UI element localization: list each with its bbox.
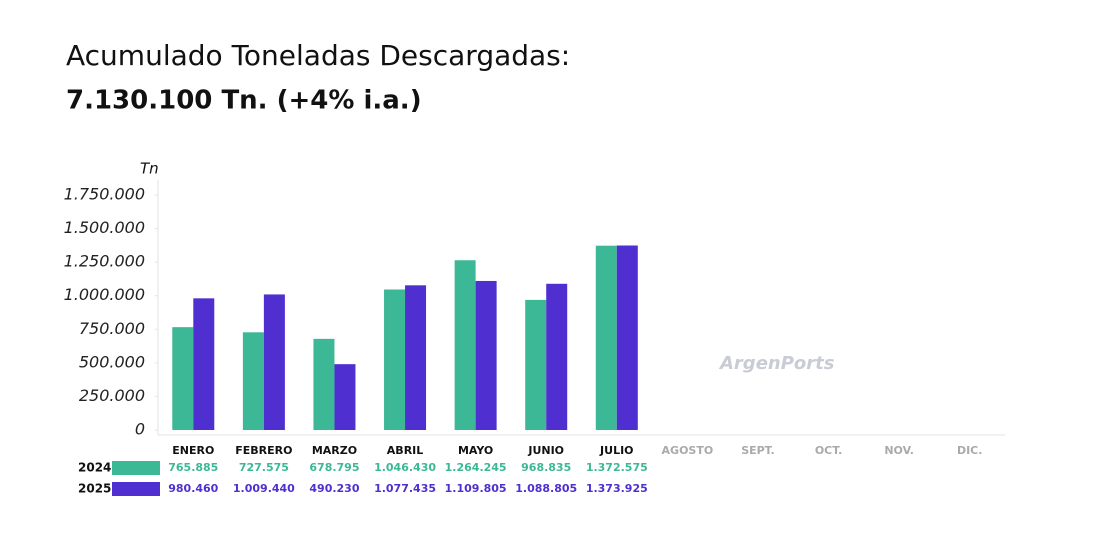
legend-label: 2025 [78,482,111,496]
y-tick-label: 1.500.000 [64,218,145,237]
value-label: 980.460 [168,482,218,495]
value-label: 765.885 [168,461,218,474]
x-tick-label: NOV. [884,444,914,457]
value-label: 968.835 [521,461,571,474]
y-tick-label: 250.000 [79,386,145,405]
bar [595,245,617,430]
value-label: 1.109.805 [445,482,507,495]
legend-label: 2024 [78,461,111,475]
bar [616,245,638,430]
y-tick-label: 1.000.000 [64,285,145,304]
bar [263,294,285,430]
bar [405,285,427,430]
bar [172,327,194,430]
x-tick-label: DIC. [957,444,982,457]
bar [475,280,497,430]
y-tick-label: 750.000 [79,319,145,338]
value-label: 678.795 [309,461,359,474]
x-tick-label: ENERO [172,444,214,457]
x-tick-label: OCT. [815,444,842,457]
bar [384,289,406,430]
value-label: 1.088.805 [515,482,577,495]
value-label: 490.230 [309,482,359,495]
chart-title: Acumulado Toneladas Descargadas: [66,39,570,72]
x-tick-label: MAYO [458,444,493,457]
value-label: 727.575 [239,461,289,474]
x-tick-label: MARZO [312,444,357,457]
chart-subtitle: 7.130.100 Tn. (+4% i.a.) [66,86,422,116]
legend-swatch [112,482,160,496]
value-label: 1.046.430 [374,461,436,474]
y-tick-label: 1.250.000 [64,252,145,271]
x-tick-label: ABRIL [387,444,423,457]
value-label: 1.372.575 [586,461,648,474]
x-tick-label: AGOSTO [662,444,714,457]
value-label: 1.373.925 [586,482,648,495]
value-label: 1.009.440 [233,482,295,495]
bar [242,332,264,430]
y-tick-label: 1.750.000 [64,185,145,204]
y-axis-label: Tn [140,160,159,178]
watermark: ArgenPorts [718,353,835,374]
x-tick-label: JUNIO [527,444,564,457]
y-tick-label: 500.000 [79,352,145,371]
x-tick-label: FEBRERO [235,444,292,457]
bar [546,283,568,430]
bar [193,298,215,430]
bar [525,299,547,430]
bar [313,338,335,430]
y-tick-label: 0 [135,420,145,439]
x-tick-label: SEPT. [741,444,775,457]
legend-swatch [112,461,160,475]
value-label: 1.077.435 [374,482,436,495]
bar [454,260,476,430]
x-tick-label: JULIO [599,444,633,457]
value-label: 1.264.245 [445,461,507,474]
bar [334,364,356,430]
